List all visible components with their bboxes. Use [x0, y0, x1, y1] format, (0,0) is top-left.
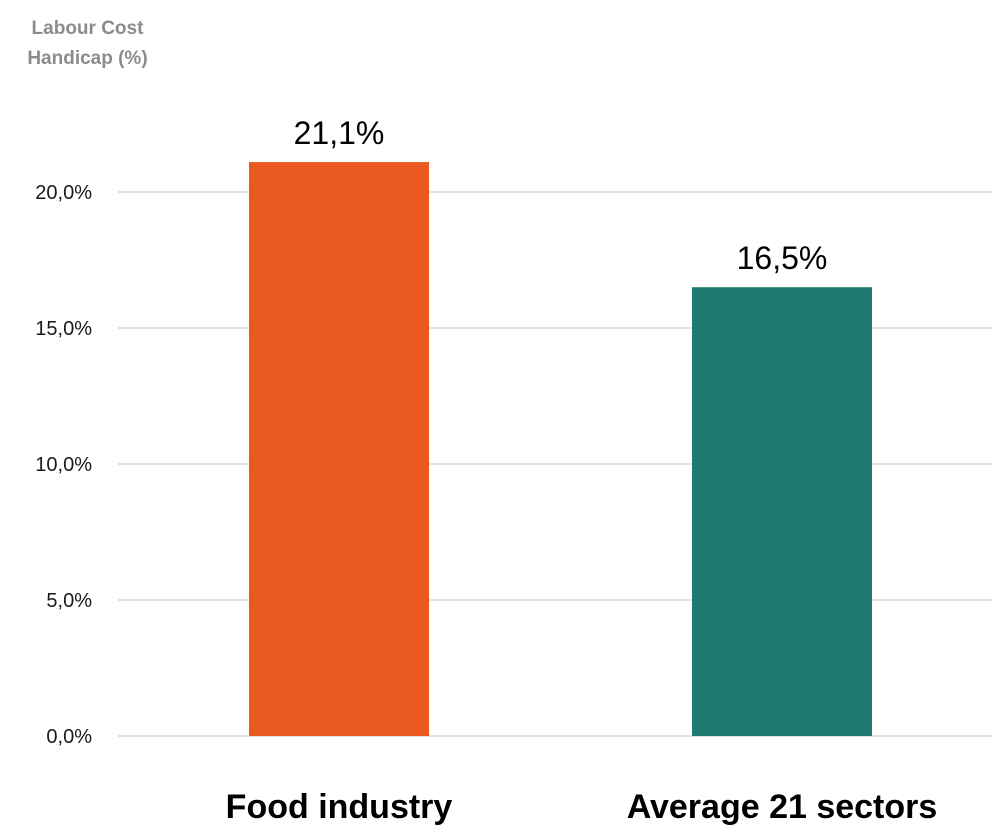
- category-label: Average 21 sectors: [627, 788, 938, 826]
- bars: [249, 162, 872, 736]
- category-labels: Food industry Average 21 sectors: [226, 788, 938, 826]
- y-tick-label: 15,0%: [35, 318, 92, 340]
- y-axis-title-line-2: Handicap (%): [27, 48, 148, 69]
- y-axis-title-line-1: Labour Cost: [31, 18, 144, 39]
- y-tick-label: 0,0%: [46, 726, 92, 748]
- data-label: 16,5%: [737, 240, 828, 276]
- y-tick-label: 5,0%: [46, 590, 92, 612]
- data-label: 21,1%: [294, 115, 385, 151]
- y-tick-label: 20,0%: [35, 182, 92, 204]
- y-axis-title: Labour Cost Handicap (%): [0, 14, 175, 74]
- category-label: Food industry: [226, 788, 453, 826]
- bar: [692, 287, 872, 736]
- data-labels: 21,1% 16,5%: [294, 115, 828, 276]
- y-tick-label: 10,0%: [35, 454, 92, 476]
- bar: [249, 162, 429, 736]
- y-axis-ticks: 0,0% 5,0% 10,0% 15,0% 20,0%: [35, 182, 92, 748]
